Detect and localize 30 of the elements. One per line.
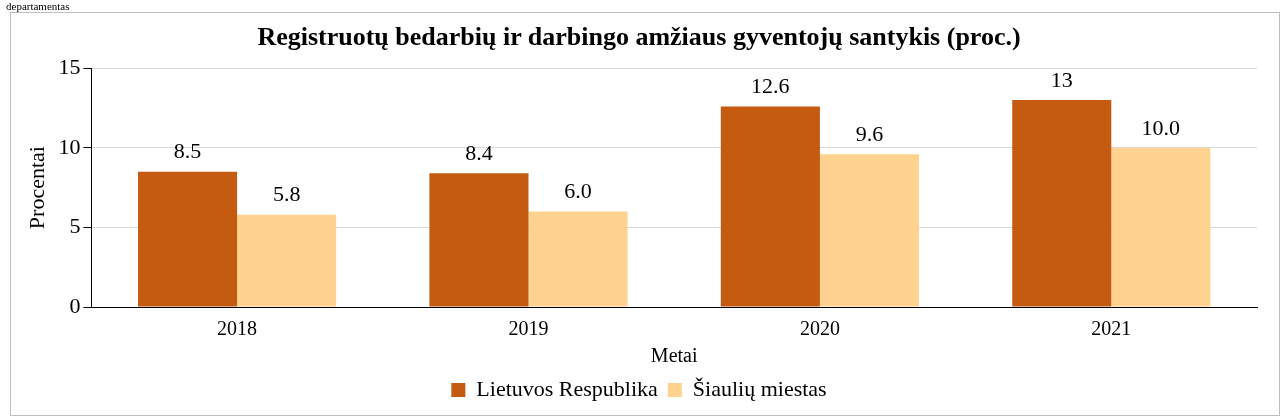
x-tick-label: 2018 [217, 317, 258, 340]
y-tick-label: 0 [69, 292, 81, 318]
legend-label: Lietuvos Respublika [476, 375, 659, 401]
bar [1012, 100, 1112, 307]
data-label: 12.6 [751, 73, 790, 99]
y-tick-label: 5 [69, 213, 81, 239]
data-label: 6.0 [564, 178, 592, 204]
legend-label: Šiaulių miestas [692, 375, 827, 401]
bar [528, 211, 628, 307]
data-label: 13 [1050, 66, 1073, 92]
bar [1111, 147, 1211, 307]
text: departamentas [6, 0, 70, 12]
data-label: 8.4 [465, 140, 493, 166]
data-label: 5.8 [272, 181, 301, 207]
x-tick-label: 2019 [508, 317, 549, 340]
y-tick-label: 15 [58, 53, 81, 79]
x-axis-title: Metai [650, 344, 698, 367]
x-tick-label: 2020 [799, 317, 840, 340]
y-axis-title: Procentai [23, 146, 49, 230]
data-label: 9.6 [855, 120, 884, 146]
x-tick-label: 2021 [1091, 317, 1132, 340]
data-label: 8.5 [173, 138, 202, 164]
bar [138, 171, 238, 307]
data-label: 10.0 [1141, 114, 1181, 140]
bar [237, 214, 337, 307]
chart-title: Registruotų bedarbių ir darbingo amžiaus gyventojų santykis (proc.) [257, 22, 1021, 52]
bar [720, 106, 820, 307]
bar [429, 173, 529, 307]
y-tick-label: 10 [58, 133, 81, 159]
bar [819, 154, 919, 307]
